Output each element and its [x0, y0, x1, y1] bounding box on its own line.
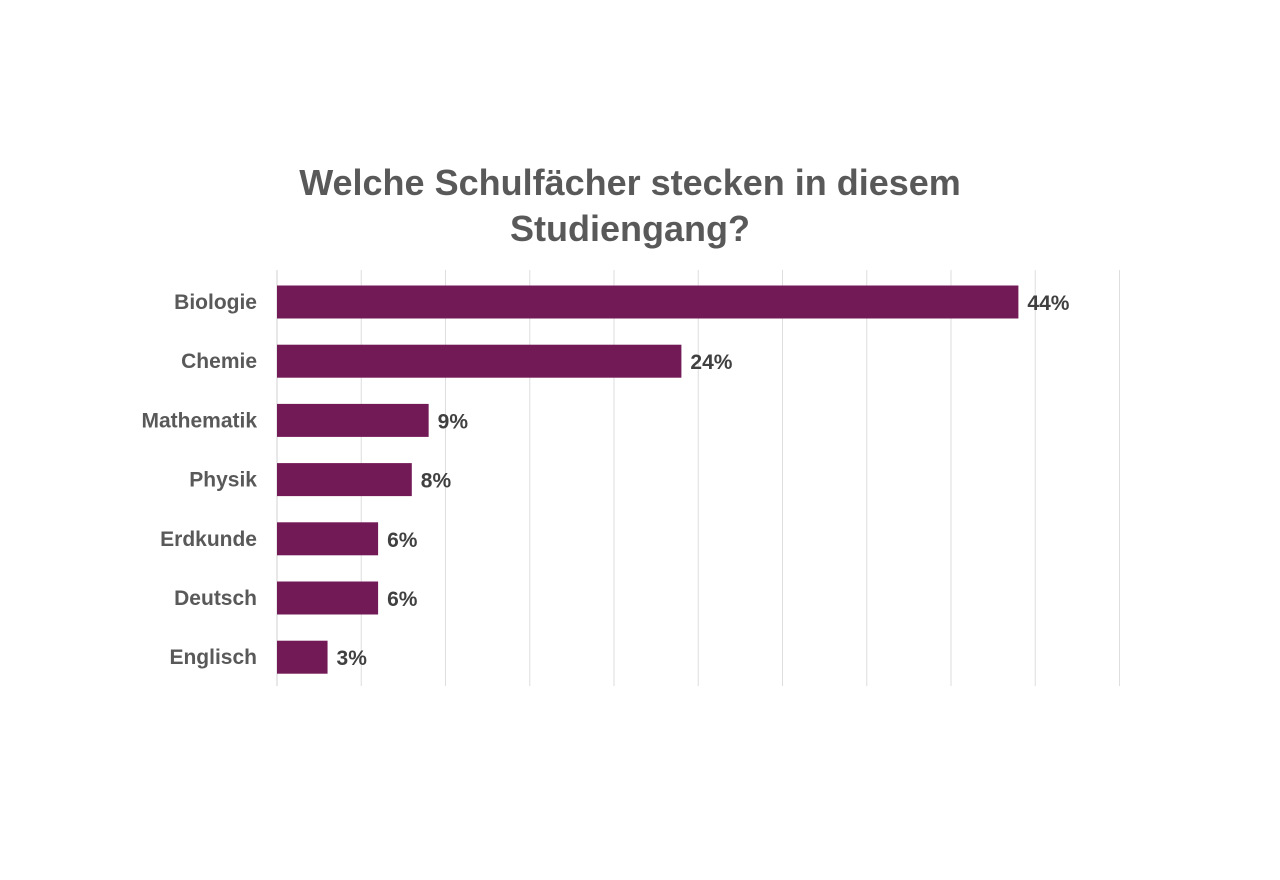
value-label: 3% — [337, 647, 368, 670]
chart-title: Welche Schulfächer stecken in diesem Stu… — [200, 160, 1060, 252]
value-labels: 44% 24% 9% 8% 6% 6% 3% — [337, 292, 1070, 670]
category-label: Deutsch — [174, 587, 257, 610]
category-label: Erdkunde — [160, 528, 257, 551]
bar-deutsch — [277, 581, 379, 615]
category-labels: Biologie Chemie Mathematik Physik Erdkunde De… — [141, 291, 257, 669]
chart-title-line-2: Studiengang? — [510, 208, 750, 249]
bar-chemie — [277, 344, 682, 378]
bar-physik — [277, 463, 412, 497]
category-label: Physik — [189, 469, 257, 492]
category-label: Mathematik — [141, 409, 257, 432]
bar-erdkunde — [277, 522, 379, 556]
value-label: 6% — [387, 588, 418, 611]
category-label: Chemie — [181, 350, 257, 373]
bars — [277, 285, 1019, 674]
value-label: 24% — [690, 351, 732, 374]
category-label: Biologie — [174, 291, 257, 314]
bar-englisch — [277, 640, 328, 674]
category-label: Englisch — [169, 646, 257, 669]
bar-biologie — [277, 285, 1019, 319]
value-label: 8% — [421, 470, 452, 493]
gridlines — [276, 270, 1120, 686]
bar-mathematik — [277, 403, 429, 437]
value-label: 6% — [387, 529, 418, 552]
value-label: 9% — [438, 410, 469, 433]
chart-title-line-1: Welche Schulfächer stecken in diesem — [299, 162, 961, 203]
value-label: 44% — [1027, 292, 1069, 315]
